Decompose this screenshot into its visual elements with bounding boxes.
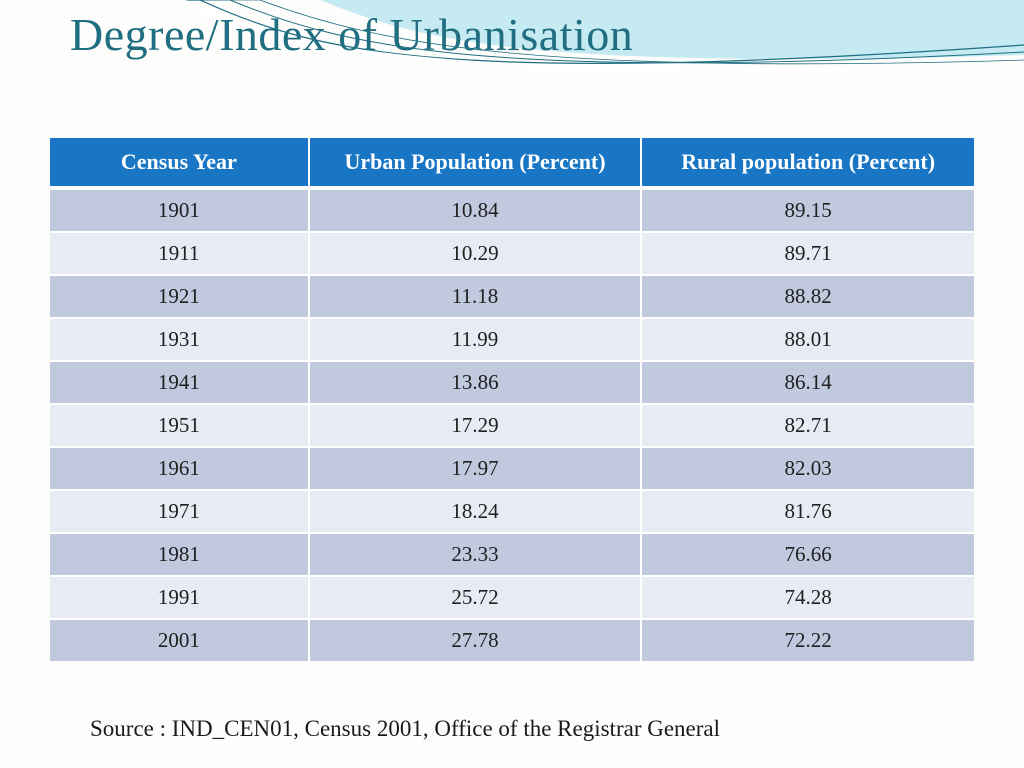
table-cell: 1951 bbox=[50, 404, 309, 447]
table-cell: 11.18 bbox=[309, 275, 642, 318]
table-row: 199125.7274.28 bbox=[50, 576, 974, 619]
table-cell: 27.78 bbox=[309, 619, 642, 662]
table-cell: 23.33 bbox=[309, 533, 642, 576]
slide-title: Degree/Index of Urbanisation bbox=[70, 8, 633, 61]
table-cell: 18.24 bbox=[309, 490, 642, 533]
table-row: 195117.2982.71 bbox=[50, 404, 974, 447]
table-cell: 17.97 bbox=[309, 447, 642, 490]
table-cell: 76.66 bbox=[641, 533, 974, 576]
table-cell: 82.03 bbox=[641, 447, 974, 490]
table-cell: 1901 bbox=[50, 188, 309, 232]
source-text: Source : IND_CEN01, Census 2001, Office … bbox=[90, 716, 720, 742]
table-cell: 89.71 bbox=[641, 232, 974, 275]
table-cell: 1981 bbox=[50, 533, 309, 576]
table-cell: 1991 bbox=[50, 576, 309, 619]
table-cell: 88.82 bbox=[641, 275, 974, 318]
table-row: 191110.2989.71 bbox=[50, 232, 974, 275]
table-row: 198123.3376.66 bbox=[50, 533, 974, 576]
table-cell: 10.29 bbox=[309, 232, 642, 275]
table-row: 196117.9782.03 bbox=[50, 447, 974, 490]
table-row: 192111.1888.82 bbox=[50, 275, 974, 318]
table-cell: 1911 bbox=[50, 232, 309, 275]
table-cell: 88.01 bbox=[641, 318, 974, 361]
table-row: 194113.8686.14 bbox=[50, 361, 974, 404]
table-cell: 1971 bbox=[50, 490, 309, 533]
col-header-urban: Urban Population (Percent) bbox=[309, 138, 642, 188]
table-cell: 10.84 bbox=[309, 188, 642, 232]
table-cell: 81.76 bbox=[641, 490, 974, 533]
table-cell: 86.14 bbox=[641, 361, 974, 404]
table-row: 200127.7872.22 bbox=[50, 619, 974, 662]
table-cell: 82.71 bbox=[641, 404, 974, 447]
table-cell: 1921 bbox=[50, 275, 309, 318]
table-cell: 1941 bbox=[50, 361, 309, 404]
urbanisation-table: Census Year Urban Population (Percent) R… bbox=[50, 138, 974, 663]
col-header-rural: Rural population (Percent) bbox=[641, 138, 974, 188]
table-row: 190110.8489.15 bbox=[50, 188, 974, 232]
col-header-year: Census Year bbox=[50, 138, 309, 188]
table-cell: 11.99 bbox=[309, 318, 642, 361]
table-cell: 72.22 bbox=[641, 619, 974, 662]
table-cell: 89.15 bbox=[641, 188, 974, 232]
table-cell: 13.86 bbox=[309, 361, 642, 404]
table-cell: 1931 bbox=[50, 318, 309, 361]
table-row: 197118.2481.76 bbox=[50, 490, 974, 533]
table-header-row: Census Year Urban Population (Percent) R… bbox=[50, 138, 974, 188]
table-row: 193111.9988.01 bbox=[50, 318, 974, 361]
table-cell: 1961 bbox=[50, 447, 309, 490]
table-cell: 2001 bbox=[50, 619, 309, 662]
table-cell: 25.72 bbox=[309, 576, 642, 619]
table-cell: 17.29 bbox=[309, 404, 642, 447]
table-cell: 74.28 bbox=[641, 576, 974, 619]
